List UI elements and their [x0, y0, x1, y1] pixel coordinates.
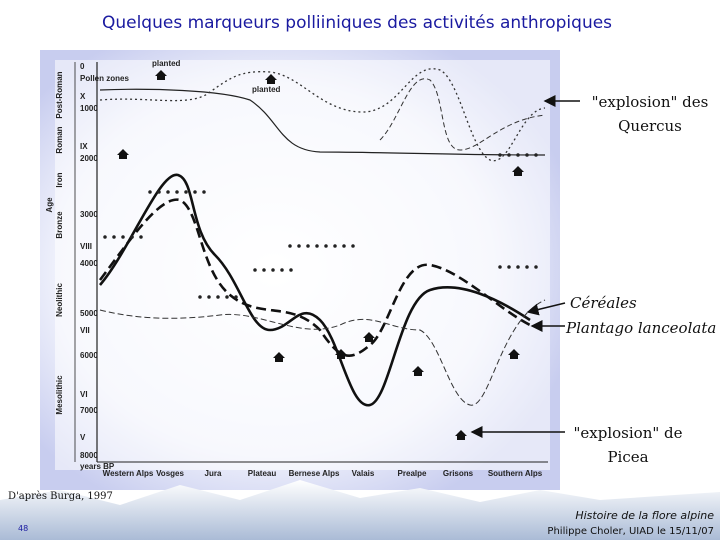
region-label: Bernese Alps — [289, 469, 340, 478]
planted-label: planted — [252, 85, 281, 94]
period-label: Post-Roman — [55, 71, 64, 118]
mountain-band — [0, 480, 720, 540]
curve — [379, 78, 546, 151]
period-label: Iron — [55, 172, 64, 187]
annotation: "explosion" de — [574, 424, 683, 442]
slide-title: Quelques marqueurs polliiniques des acti… — [102, 13, 612, 33]
age-label: X — [80, 92, 86, 101]
age-label: 7000 — [80, 406, 98, 415]
curve — [99, 88, 546, 156]
figure: planted planted — [74, 59, 548, 463]
annotation: Céréales — [570, 294, 637, 312]
age-label: VIII — [80, 242, 92, 251]
age-label: 4000 — [80, 259, 98, 268]
age-label: 3000 — [80, 210, 98, 219]
age-label: Pollen zones — [80, 74, 129, 83]
age-label: 5000 — [80, 309, 98, 318]
age-label: 0 — [80, 62, 85, 71]
region-label: Jura — [205, 469, 222, 478]
age-label: years BP — [80, 462, 115, 471]
annotation: "explosion" des — [592, 93, 709, 111]
annotation: Picea — [607, 448, 648, 466]
curve — [99, 68, 546, 162]
period-label: Bronze — [55, 211, 64, 239]
slide-number: 48 — [18, 524, 28, 533]
region-label: Grisons — [443, 469, 474, 478]
annotation: Plantago lanceolata — [565, 319, 716, 337]
figure-panel — [55, 60, 550, 470]
age-label: V — [80, 433, 86, 442]
period-label: Mesolithic — [55, 375, 64, 415]
region-label: Prealpe — [398, 469, 427, 478]
region-label: Valais — [352, 469, 375, 478]
arrows — [470, 95, 580, 438]
age-label: VII — [80, 326, 90, 335]
region-label: Vosges — [156, 469, 184, 478]
curve-picea — [99, 299, 546, 406]
age-label: 2000 — [80, 154, 98, 163]
age-label: 6000 — [80, 351, 98, 360]
region-label: Southern Alps — [488, 469, 543, 478]
curve-cereales — [99, 173, 531, 407]
age-label: 1000 — [80, 104, 98, 113]
period-label: Neolithic — [55, 283, 64, 317]
period-label: Roman — [55, 126, 64, 153]
age-label: VI — [80, 390, 88, 399]
footer-line: Philippe Choler, UIAD le 15/11/07 — [547, 526, 714, 537]
region-label: Western Alps — [103, 469, 154, 478]
footer-line: Histoire de la flore alpine — [575, 509, 714, 522]
age-label: 8000 — [80, 451, 98, 460]
region-label: Plateau — [248, 469, 277, 478]
dot-rows — [103, 153, 547, 299]
planted-markers — [117, 70, 524, 440]
planted-label: planted — [152, 59, 181, 68]
annotation: Quercus — [618, 117, 682, 135]
age-label: IX — [80, 142, 88, 151]
period-label: Age — [45, 197, 54, 213]
curve-plantago — [98, 198, 531, 357]
source: D'après Burga, 1997 — [8, 491, 113, 502]
